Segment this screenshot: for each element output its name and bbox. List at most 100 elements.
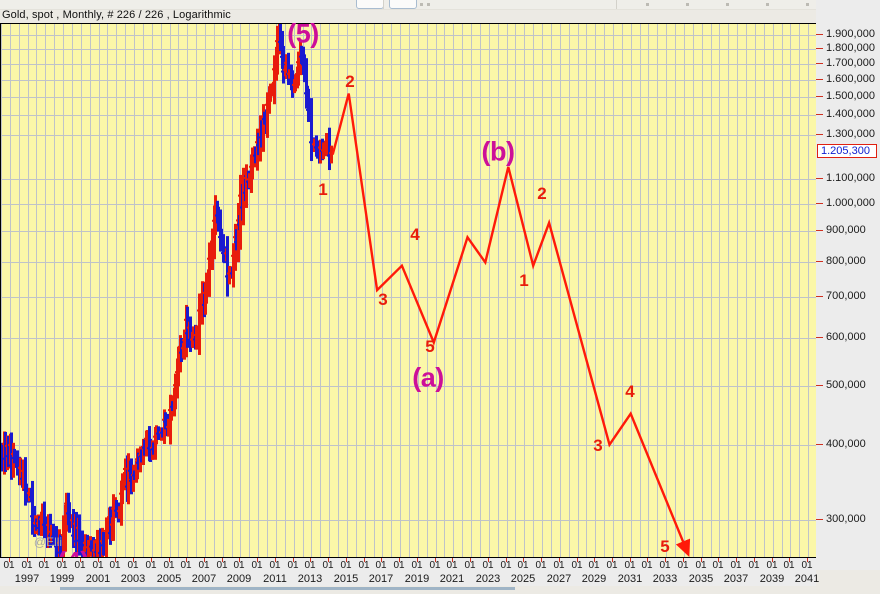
- grid-line-vertical: [418, 24, 419, 558]
- grid-line-vertical: [524, 24, 525, 558]
- grid-line-vertical: [374, 24, 375, 558]
- horizontal-scrollbar-thumb[interactable]: [60, 587, 515, 590]
- date-axis-tick: [44, 558, 45, 562]
- grid-line-vertical: [45, 24, 46, 558]
- grid-line-horizontal: [1, 179, 817, 180]
- date-axis-year-label: 2027: [546, 573, 572, 585]
- grid-line-vertical: [666, 24, 667, 558]
- date-axis-year-label: 2037: [723, 573, 749, 585]
- date-axis-year-label: 2013: [297, 573, 323, 585]
- date-axis-tick: [275, 558, 276, 562]
- chart-title: Gold, spot , Monthly, # 226 / 226 , Loga…: [2, 9, 231, 21]
- chart-plot-area[interactable]: @Elli: [0, 23, 817, 559]
- grid-line-vertical: [285, 24, 286, 558]
- price-axis-label: 1.100,000: [826, 172, 875, 184]
- date-axis-year-label: 1999: [49, 573, 75, 585]
- date-axis-tick: [62, 558, 63, 562]
- date-axis-month-label: 01: [500, 560, 512, 571]
- grid-line-vertical: [489, 24, 490, 558]
- date-axis-tick: [364, 558, 365, 562]
- wave-degree-label: (5): [287, 18, 319, 49]
- grid-line-vertical: [187, 24, 188, 558]
- grid-line-vertical: [356, 24, 357, 558]
- date-axis-month-label: 01: [74, 560, 86, 571]
- date-axis-month-label: 01: [411, 560, 423, 571]
- grid-line-vertical: [134, 24, 135, 558]
- toolbar-button-2[interactable]: [389, 0, 417, 9]
- date-axis-tick: [665, 558, 666, 562]
- date-axis-tick: [647, 558, 648, 562]
- grid-line-vertical: [648, 24, 649, 558]
- date-axis-tick: [346, 558, 347, 562]
- price-axis-label: 900,000: [826, 224, 866, 236]
- price-axis-tick: [816, 48, 823, 49]
- grid-line-vertical: [161, 24, 162, 558]
- grid-line-vertical: [737, 24, 738, 558]
- date-axis-tick: [470, 558, 471, 562]
- date-axis-tick: [27, 558, 28, 562]
- grid-line-vertical: [28, 24, 29, 558]
- toolbar-button-1[interactable]: [356, 0, 384, 9]
- grid-line-vertical: [436, 24, 437, 558]
- grid-line-vertical: [675, 24, 676, 558]
- grid-line-vertical: [81, 24, 82, 558]
- grid-line-vertical: [799, 24, 800, 558]
- grid-line-vertical: [365, 24, 366, 558]
- grid-line-vertical: [533, 24, 534, 558]
- grid-line-horizontal: [1, 80, 817, 81]
- price-axis-tick: [816, 203, 823, 204]
- date-axis-year-label: 1997: [14, 573, 40, 585]
- date-axis-month-label: 01: [393, 560, 405, 571]
- grid-line-horizontal: [1, 520, 817, 521]
- date-axis-month-label: 01: [163, 560, 175, 571]
- date-axis-tick: [9, 558, 10, 562]
- grid-line-vertical: [391, 24, 392, 558]
- date-axis-year-label: 2001: [85, 573, 111, 585]
- grid-line-vertical: [480, 24, 481, 558]
- date-axis-month-label: 01: [287, 560, 299, 571]
- price-axis-tick: [816, 296, 823, 297]
- grid-line-horizontal: [1, 445, 817, 446]
- date-axis-month-label: 01: [783, 560, 795, 571]
- grid-line-vertical: [613, 24, 614, 558]
- grid-line-vertical: [764, 24, 765, 558]
- grid-line-vertical: [1, 24, 2, 558]
- current-price-value: 1.205,300: [821, 145, 870, 157]
- date-axis-month-label: 01: [3, 560, 15, 571]
- projection-line-layer: [331, 93, 691, 557]
- price-axis-tick: [816, 178, 823, 179]
- toolbar-tick-2: [427, 3, 430, 6]
- date-axis[interactable]: 01 01 01 01 01 01 01 01 01 01 01 01 01 01 01 01 01 01 01 01…: [0, 557, 819, 588]
- horizontal-scrollbar-track[interactable]: [0, 586, 880, 594]
- date-axis-month-label: 01: [446, 560, 458, 571]
- price-axis-label: 500,000: [826, 379, 866, 391]
- date-axis-tick: [115, 558, 116, 562]
- toolbar-separator-1: [383, 0, 384, 9]
- price-series-layer: [1, 24, 334, 558]
- date-axis-year-label: 2009: [226, 573, 252, 585]
- grid-line-horizontal: [1, 297, 817, 298]
- price-axis[interactable]: 1.900,000 1.800,000 1.700,000 1.600,000 1.50…: [816, 0, 880, 570]
- date-axis-tick: [98, 558, 99, 562]
- grid-line-vertical: [719, 24, 720, 558]
- date-axis-month-label: 01: [517, 560, 529, 571]
- grid-line-vertical: [586, 24, 587, 558]
- date-axis-month-label: 01: [375, 560, 387, 571]
- grid-line-horizontal: [1, 115, 817, 116]
- price-axis-tick: [816, 134, 823, 135]
- date-axis-month-label: 01: [695, 560, 707, 571]
- date-axis-year-label: 2035: [688, 573, 714, 585]
- grid-line-vertical: [595, 24, 596, 558]
- date-axis-year-label: 2023: [475, 573, 501, 585]
- wave-number-label: 5: [425, 337, 435, 356]
- price-axis-tick: [816, 261, 823, 262]
- date-axis-month-label: 01: [571, 560, 583, 571]
- date-axis-year-label: 2019: [404, 573, 430, 585]
- date-axis-month-label: 01: [677, 560, 689, 571]
- wave-number-label: 2: [537, 184, 547, 203]
- grid-line-vertical: [125, 24, 126, 558]
- grid-line-vertical: [782, 24, 783, 558]
- date-axis-month-label: 01: [109, 560, 121, 571]
- grid-line-vertical: [560, 24, 561, 558]
